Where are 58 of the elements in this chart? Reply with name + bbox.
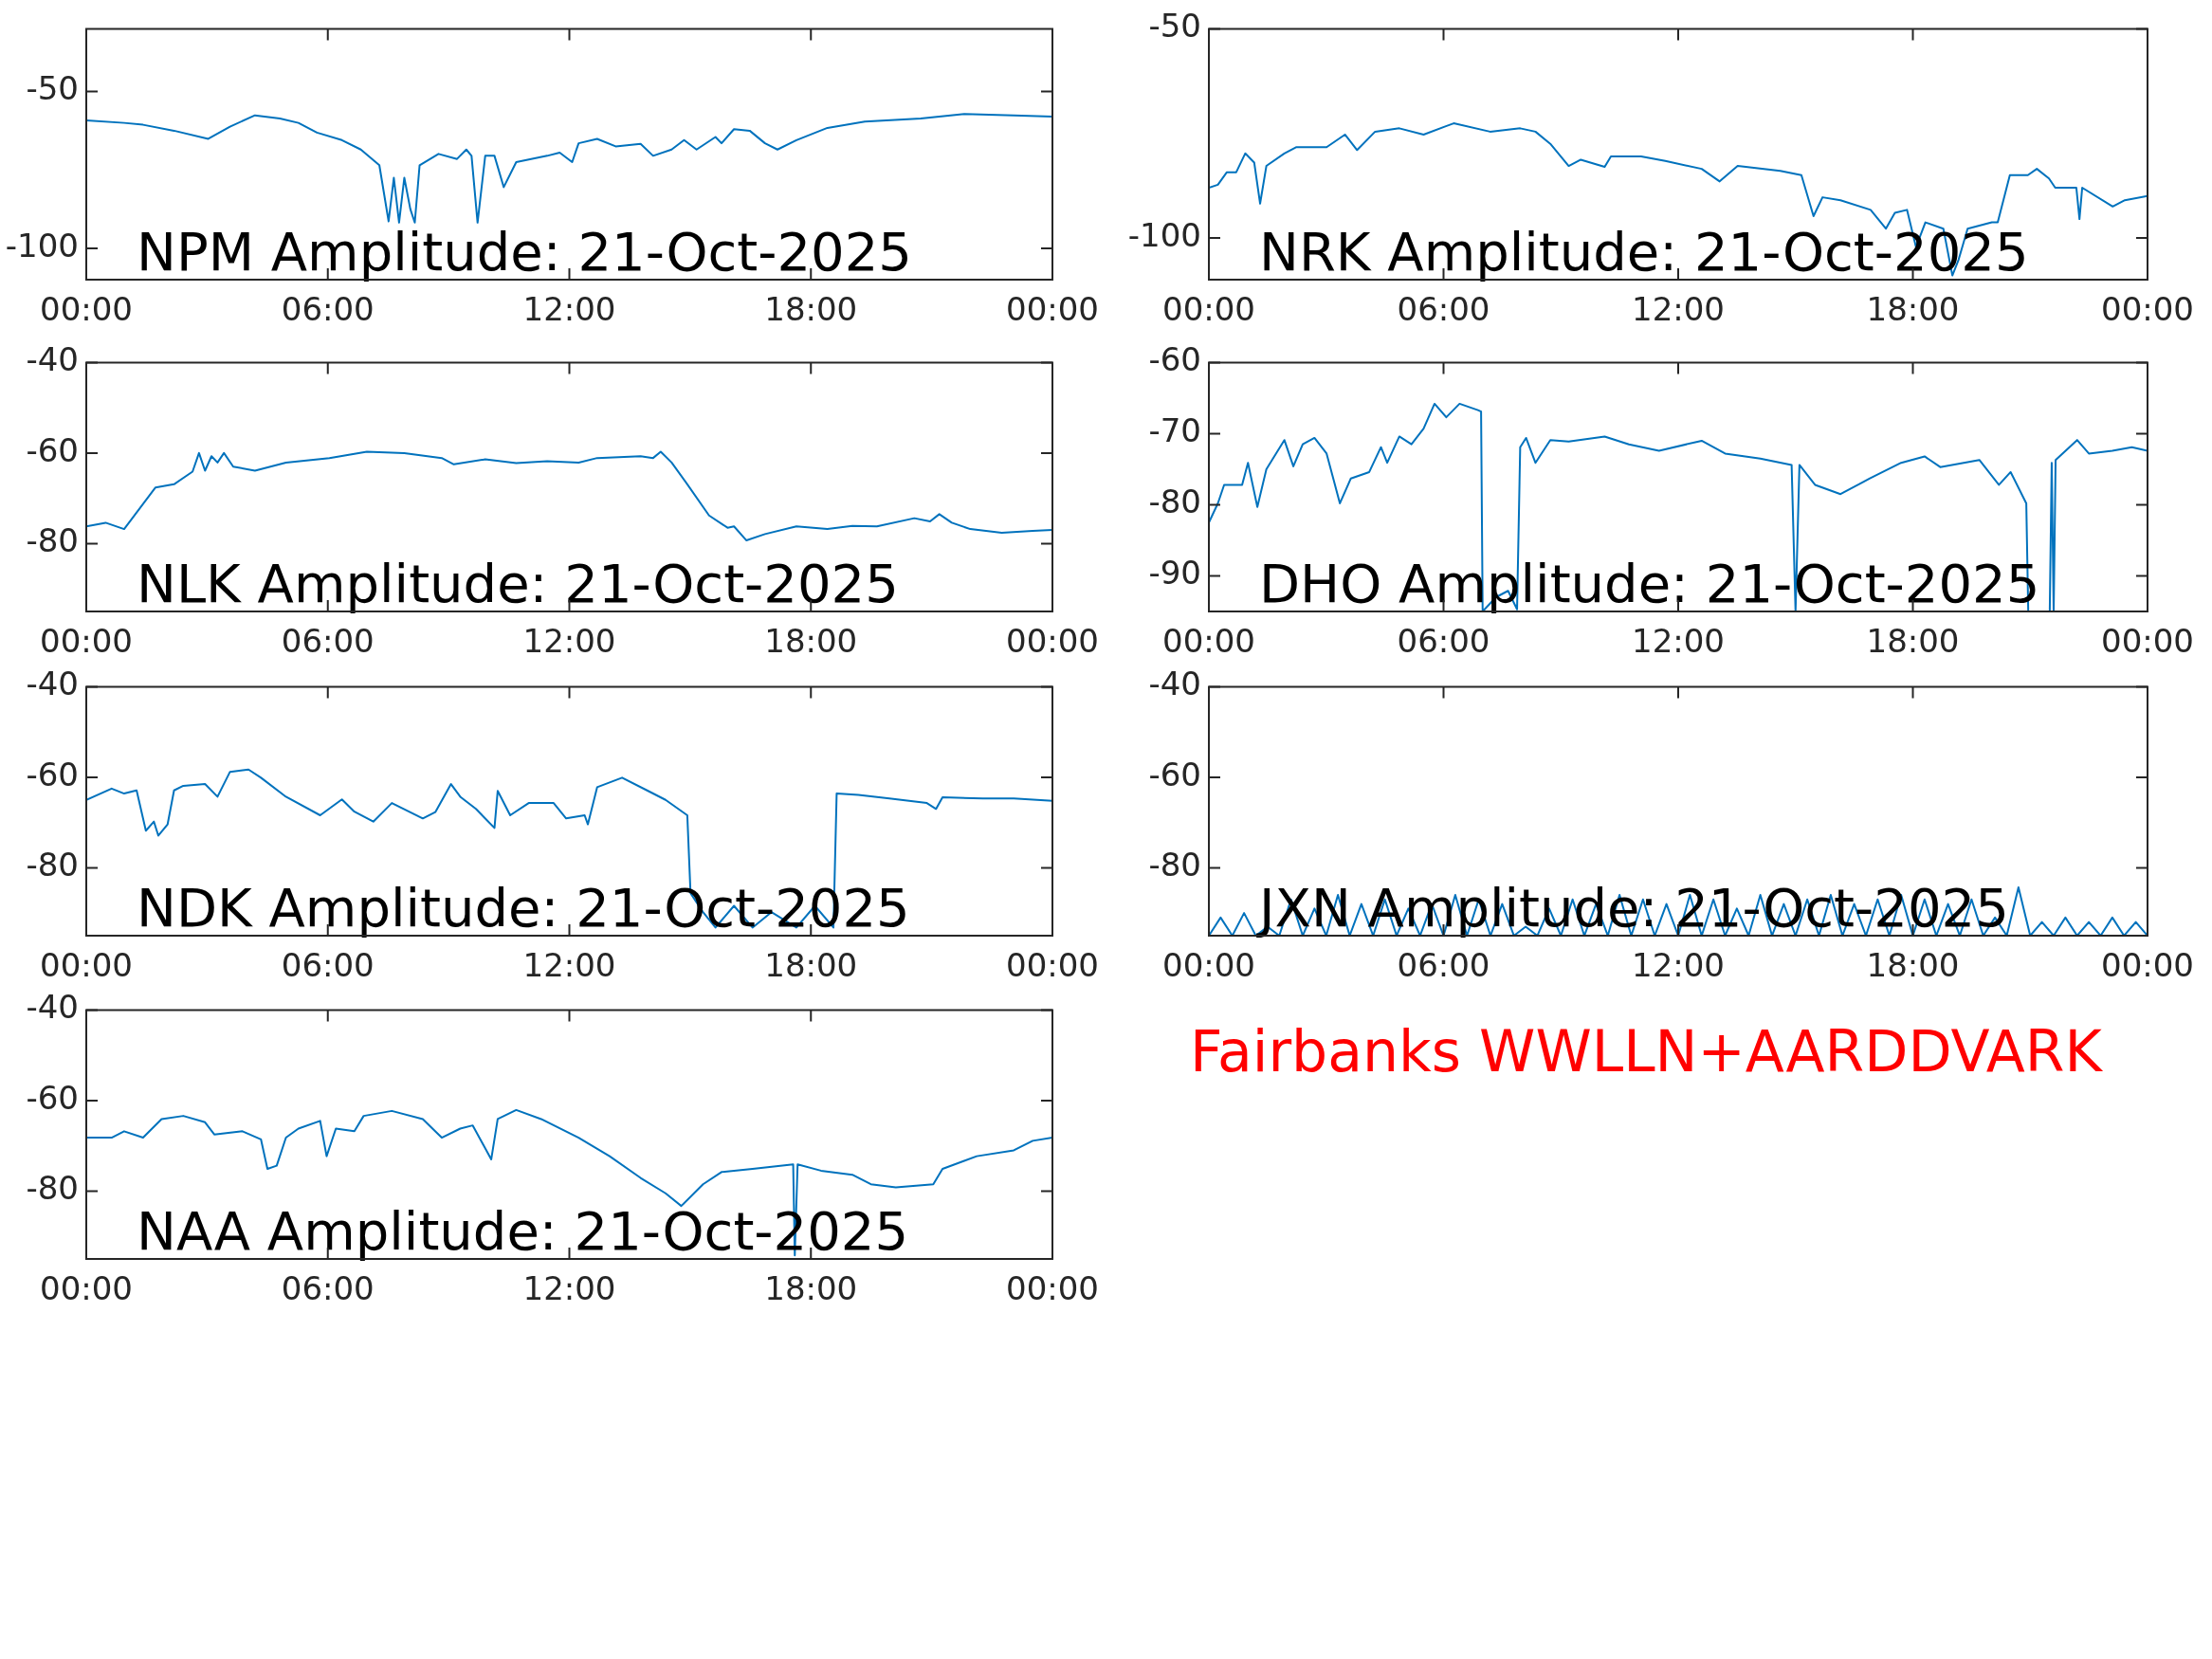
- y-tick-label: -80: [26, 521, 79, 560]
- y-tick-label: -60: [1148, 755, 1201, 793]
- y-tick-label: -60: [26, 430, 79, 469]
- x-tick-label: 00:00: [2101, 290, 2194, 329]
- text: Fairbanks WWLLN+AARDDVARK: [1190, 1018, 2102, 1085]
- x-tick-label: 12:00: [522, 1269, 616, 1308]
- text: NLK Amplitude: 21-Oct-2025: [137, 553, 899, 614]
- x-tick-label: 12:00: [1632, 290, 1725, 329]
- x-tick-label: 00:00: [40, 1269, 133, 1308]
- x-tick-label: 06:00: [1397, 622, 1490, 661]
- x-tick-label: 00:00: [1162, 622, 1255, 661]
- y-tick-label: -50: [26, 69, 79, 108]
- x-tick-label: 06:00: [281, 946, 375, 985]
- x-tick-label: 00:00: [1162, 946, 1255, 985]
- x-tick-label: 18:00: [764, 622, 858, 661]
- x-tick-label: 18:00: [1866, 946, 1960, 985]
- x-tick-label: 00:00: [40, 946, 133, 985]
- y-tick-label: -80: [1148, 846, 1201, 884]
- x-tick-label: 00:00: [1006, 290, 1099, 329]
- x-tick-label: 00:00: [1006, 1269, 1099, 1308]
- x-tick-label: 00:00: [40, 622, 133, 661]
- y-tick-label: -80: [26, 846, 79, 884]
- x-tick-label: 06:00: [281, 290, 375, 329]
- x-tick-label: 18:00: [764, 946, 858, 985]
- y-tick-label: -40: [26, 988, 79, 1027]
- y-tick-label: -50: [1148, 7, 1201, 46]
- y-tick-label: -80: [1148, 483, 1201, 521]
- x-tick-label: 00:00: [1006, 946, 1099, 985]
- x-tick-label: 12:00: [1632, 622, 1725, 661]
- x-tick-label: 00:00: [1162, 290, 1255, 329]
- x-tick-label: 12:00: [522, 946, 616, 985]
- x-tick-label: 18:00: [1866, 290, 1960, 329]
- x-tick-label: 00:00: [40, 290, 133, 329]
- x-tick-label: 06:00: [281, 622, 375, 661]
- x-tick-label: 18:00: [764, 1269, 858, 1308]
- x-tick-label: 12:00: [1632, 946, 1725, 985]
- x-tick-label: 18:00: [764, 290, 858, 329]
- x-tick-label: 12:00: [522, 622, 616, 661]
- x-tick-label: 06:00: [1397, 290, 1490, 329]
- y-tick-label: -60: [1148, 340, 1201, 379]
- x-tick-label: 00:00: [1006, 622, 1099, 661]
- x-tick-label: 18:00: [1866, 622, 1960, 661]
- y-tick-label: -60: [26, 755, 79, 793]
- y-tick-label: -100: [5, 226, 79, 264]
- y-tick-label: -40: [26, 665, 79, 703]
- x-tick-label: 00:00: [2101, 622, 2194, 661]
- y-tick-label: -80: [26, 1169, 79, 1208]
- y-tick-label: -90: [1148, 554, 1201, 592]
- x-tick-label: 06:00: [281, 1269, 375, 1308]
- y-tick-label: -70: [1148, 411, 1201, 450]
- y-tick-label: -60: [26, 1078, 79, 1117]
- text: NPM Amplitude: 21-Oct-2025: [137, 221, 912, 283]
- x-tick-label: 00:00: [2101, 946, 2194, 985]
- y-tick-label: -100: [1127, 215, 1201, 254]
- y-tick-label: -40: [26, 340, 79, 379]
- x-tick-label: 06:00: [1397, 946, 1490, 985]
- x-tick-label: 12:00: [522, 290, 616, 329]
- y-tick-label: -40: [1148, 665, 1201, 703]
